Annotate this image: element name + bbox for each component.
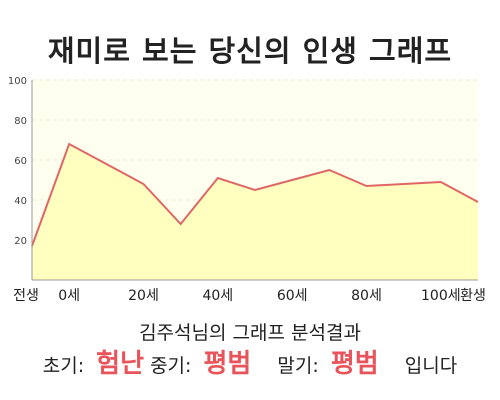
early-label: 초기: <box>42 355 85 377</box>
x-tick-label: 환생 <box>460 288 486 304</box>
series-line <box>31 142 479 247</box>
x-tick-label: 100세 <box>421 288 461 304</box>
result-heading: 김주석님의 그래프 분석결과 <box>139 322 361 344</box>
x-tick-label: 전생 <box>13 288 39 304</box>
x-axis: 전생 0세 20세 40세 60세 80세 100세 환생 <box>13 288 486 304</box>
x-tick-label: 40세 <box>202 288 233 304</box>
early-value: 험난 <box>96 349 145 379</box>
x-tick-label: 0세 <box>58 288 80 304</box>
chart-title: 재미로 보는 당신의 인생 그래프 <box>47 34 453 68</box>
result-suffix: 입니다 <box>404 355 458 377</box>
mid-value: 평범 <box>203 349 252 379</box>
result-summary: 초기: 험난 중기: 평범 말기: 평범 입니다 <box>0 343 500 380</box>
late-value: 평범 <box>330 349 379 379</box>
late-label: 말기: <box>277 355 319 377</box>
y-tick-label: 20 <box>14 236 27 247</box>
x-tick-label: 20세 <box>128 288 159 304</box>
y-tick-label: 60 <box>14 156 27 167</box>
y-tick-label: 100 <box>8 76 27 87</box>
y-tick-label: 40 <box>14 196 27 207</box>
series-area <box>32 144 478 280</box>
x-tick-label: 60세 <box>277 288 308 304</box>
mid-label: 중기: <box>150 355 192 377</box>
y-axis: 20 40 60 80 100 <box>8 76 27 247</box>
x-tick-label: 80세 <box>351 288 382 304</box>
y-tick-label: 80 <box>14 116 27 127</box>
